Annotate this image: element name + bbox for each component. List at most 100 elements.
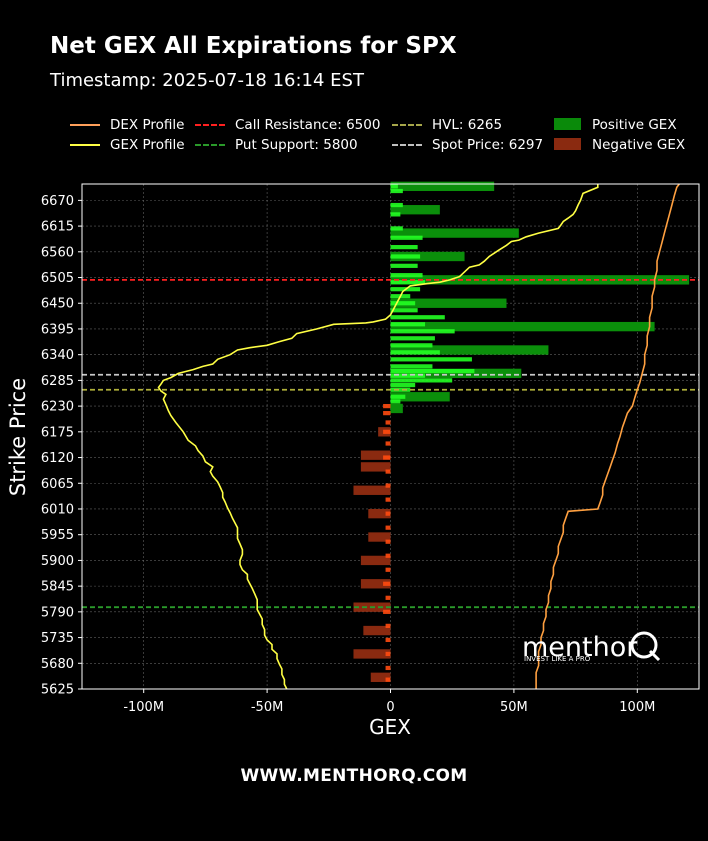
x-tick-label: 0: [386, 700, 394, 715]
profile-lines: [157, 183, 680, 690]
gex-profile-line: [157, 184, 599, 690]
strike-bar: [390, 364, 433, 369]
gex-bar: [360, 462, 391, 472]
website-footer: WWW.MENTHORQ.COM: [240, 766, 468, 786]
gex-bar: [390, 321, 655, 332]
strike-bar: [390, 226, 403, 231]
gex-bar: [390, 205, 440, 215]
strike-bar: [385, 665, 391, 671]
gex-bar: [370, 672, 391, 682]
legend-swatch-hvl: [392, 124, 422, 126]
legend-swatch-put-support: [195, 144, 225, 146]
gex-bar: [360, 579, 391, 589]
strike-bar: [390, 301, 416, 306]
y-axis-label: Strike Price: [6, 378, 30, 496]
gex-bar: [390, 181, 495, 192]
legend-swatch-dex: [70, 124, 100, 126]
legend-label-put-support: Put Support: 5800: [235, 137, 358, 153]
strike-bar: [390, 343, 433, 348]
strike-bar: [390, 399, 401, 404]
y-tick-label: 6450: [41, 297, 74, 312]
legend-label-positive-gex: Positive GEX: [592, 117, 677, 133]
y-tick-label: 5900: [41, 554, 74, 569]
gex-bar: [368, 532, 391, 542]
strike-bar: [390, 357, 472, 362]
y-tick-label: 5955: [41, 528, 74, 543]
y-tick-label: 6395: [41, 322, 74, 337]
strike-bar: [390, 202, 403, 208]
gex-bar: [360, 450, 391, 460]
y-tick-label: 5735: [41, 631, 74, 646]
gex-bar: [360, 555, 391, 566]
strike-bar: [390, 329, 455, 334]
strike-bar: [390, 368, 475, 374]
strike-bar: [390, 315, 445, 320]
x-tick-label: -100M: [123, 700, 164, 715]
gex-bar: [390, 392, 450, 402]
strike-bar: [390, 212, 401, 217]
strike-bar: [390, 308, 418, 313]
y-tick-label: 6670: [41, 194, 74, 209]
strike-bar: [385, 637, 391, 643]
legend-label-call-resistance: Call Resistance: 6500: [235, 117, 381, 133]
legend-swatch-negative-gex: [554, 138, 581, 150]
legend-swatch-call-resistance: [195, 124, 225, 126]
dex-profile-line: [535, 183, 680, 689]
strike-bar: [383, 455, 391, 460]
strike-bar: [385, 553, 391, 558]
strike-bar: [383, 429, 391, 434]
strike-bar: [390, 382, 416, 388]
strike-bar: [385, 441, 391, 446]
strike-bar: [385, 677, 391, 682]
strike-bar: [390, 394, 406, 399]
strike-bar: [383, 411, 391, 416]
gex-bar: [390, 228, 519, 238]
legend-swatch-positive-gex: [554, 118, 581, 130]
strike-bar: [390, 184, 398, 189]
legend: DEX Profile GEX Profile Call Resistance:…: [70, 115, 700, 159]
strike-bar: [385, 651, 391, 657]
strike-bar: [385, 567, 391, 572]
legend-label-dex: DEX Profile: [110, 117, 185, 133]
gex-bar: [368, 508, 391, 519]
y-tick-label: 6615: [41, 220, 74, 235]
strike-bar: [385, 511, 391, 516]
strike-bar: [390, 387, 411, 392]
strike-bar: [390, 350, 440, 355]
x-axis-ticks: -100M -50M 0 50M 100M: [123, 689, 655, 715]
gex-bar: [390, 345, 549, 355]
y-tick-label: 6175: [41, 425, 74, 440]
gex-bar: [390, 251, 465, 262]
strike-bar: [390, 188, 403, 194]
x-tick-label: -50M: [251, 700, 283, 715]
strike-bar: [385, 469, 391, 474]
strike-bar: [390, 336, 435, 341]
y-tick-label: 6340: [41, 348, 74, 363]
legend-swatch-gex: [70, 144, 100, 146]
strike-bar: [390, 280, 426, 285]
logo-wordmark: menthor: [522, 632, 638, 663]
logo-q-icon: [630, 631, 661, 662]
legend-label-hvl: HVL: 6265: [432, 117, 503, 133]
strike-bar: [390, 378, 453, 383]
strike-bar: [390, 322, 426, 327]
y-tick-label: 6065: [41, 477, 74, 492]
legend-swatch-spot-price: [392, 144, 422, 146]
strike-bar: [390, 245, 418, 250]
y-tick-label: 6010: [41, 502, 74, 517]
strike-bar: [390, 254, 421, 259]
menthorq-logo: menthor INVEST LIKE A PRO: [522, 631, 661, 663]
y-tick-label: 6560: [41, 245, 74, 260]
gex-bar: [353, 649, 391, 659]
y-tick-label: 6505: [41, 271, 74, 286]
strike-bar: [390, 235, 423, 240]
strike-bar: [390, 263, 418, 268]
y-tick-label: 6230: [41, 400, 74, 415]
y-tick-label: 6285: [41, 374, 74, 389]
strike-bar: [385, 623, 391, 628]
x-axis-label: GEX: [369, 715, 411, 739]
y-tick-label: 5845: [41, 580, 74, 595]
y-tick-label: 6120: [41, 451, 74, 466]
strike-bar: [383, 609, 391, 614]
